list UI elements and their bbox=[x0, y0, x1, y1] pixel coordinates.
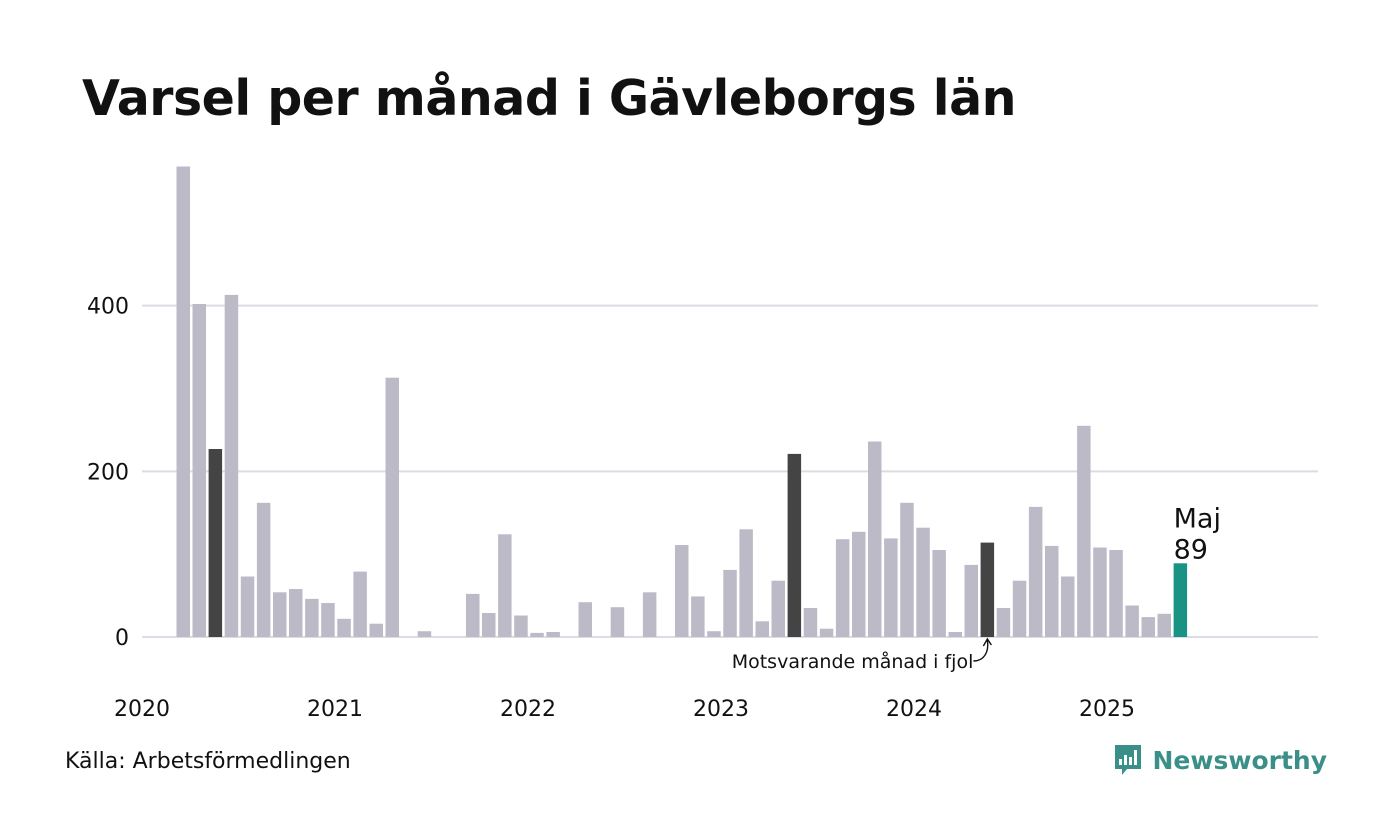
bar-2021-02 bbox=[353, 571, 367, 637]
bar-2022-02 bbox=[546, 632, 560, 637]
bar-2021-06 bbox=[417, 631, 432, 637]
bar-2024-06 bbox=[996, 608, 1011, 637]
x-tick-label: 2022 bbox=[500, 697, 556, 722]
bars bbox=[176, 166, 1188, 637]
bar-2020-11 bbox=[305, 598, 319, 637]
brand-name: Newsworthy bbox=[1152, 745, 1328, 775]
bar-2024-01 bbox=[916, 527, 930, 637]
bar-2020-12 bbox=[321, 603, 335, 637]
x-axis-ticks: 2020 2021 2022 2023 2024 2025 bbox=[114, 697, 1135, 722]
bar-2022-11 bbox=[691, 596, 705, 637]
bar-2022-01 bbox=[530, 632, 544, 637]
bar-2020-06 bbox=[224, 294, 239, 637]
bar-2025-01 bbox=[1109, 550, 1123, 637]
bar-2025-05 bbox=[1173, 563, 1188, 637]
bar-2024-02 bbox=[932, 550, 946, 637]
x-tick-label: 2020 bbox=[114, 697, 170, 722]
bar-2024-12 bbox=[1093, 547, 1107, 637]
bar-2025-04 bbox=[1157, 613, 1171, 637]
bar-2022-10 bbox=[675, 545, 689, 637]
bar-2024-10 bbox=[1061, 576, 1075, 637]
newsworthy-logo-icon bbox=[1114, 745, 1141, 775]
bar-2024-11 bbox=[1077, 425, 1091, 637]
highlight-value-label: 89 bbox=[1174, 534, 1208, 565]
bar-2024-03 bbox=[948, 632, 962, 637]
bar-2020-09 bbox=[273, 592, 287, 637]
bar-2023-06 bbox=[803, 608, 818, 637]
bar-2020-10 bbox=[289, 589, 303, 637]
bar-2021-01 bbox=[337, 618, 351, 637]
bar-2023-01 bbox=[723, 569, 737, 637]
bar-2021-12 bbox=[514, 615, 528, 637]
bar-2023-07 bbox=[819, 628, 834, 637]
annotation-label: Motsvarande månad i fjol bbox=[732, 650, 974, 673]
chart-title: Varsel per månad i Gävleborgs län bbox=[82, 70, 1017, 127]
bar-2023-04 bbox=[771, 580, 785, 637]
brand-logo: Newsworthy bbox=[1113, 743, 1328, 777]
x-tick-label: 2024 bbox=[886, 697, 942, 722]
x-tick-label: 2023 bbox=[693, 697, 749, 722]
bar-2020-05 bbox=[208, 449, 223, 637]
highlight-month-label: Maj bbox=[1174, 503, 1221, 534]
y-tick-label: 200 bbox=[87, 460, 129, 485]
x-tick-label: 2025 bbox=[1079, 697, 1135, 722]
bar-2022-12 bbox=[707, 631, 721, 637]
bar-2025-02 bbox=[1125, 605, 1139, 637]
bar-2020-08 bbox=[256, 502, 271, 637]
bar-2023-08 bbox=[835, 539, 850, 637]
bar-2021-11 bbox=[498, 534, 512, 637]
bar-2021-10 bbox=[482, 613, 496, 637]
bar-2021-03 bbox=[369, 623, 383, 637]
bar-2020-07 bbox=[240, 576, 255, 637]
x-tick-label: 2021 bbox=[307, 697, 363, 722]
bar-2021-04 bbox=[385, 377, 399, 637]
bar-2023-09 bbox=[852, 531, 866, 637]
annotation-arrow bbox=[973, 637, 992, 662]
bar-2020-03 bbox=[176, 166, 190, 637]
y-tick-label: 0 bbox=[115, 626, 129, 651]
bar-2023-11 bbox=[884, 538, 898, 637]
bar-2024-07 bbox=[1012, 580, 1027, 637]
bar-2024-04 bbox=[964, 564, 978, 637]
bar-2023-03 bbox=[755, 621, 769, 637]
y-tick-label: 400 bbox=[87, 295, 129, 320]
bar-2021-09 bbox=[466, 593, 480, 637]
bar-2023-12 bbox=[900, 502, 914, 637]
bar-2023-05 bbox=[787, 453, 802, 637]
y-axis-ticks: 0 200 400 bbox=[87, 295, 129, 651]
bar-2024-09 bbox=[1045, 545, 1059, 637]
bar-2022-04 bbox=[578, 602, 592, 637]
bar-2023-10 bbox=[868, 441, 882, 637]
bar-2023-02 bbox=[739, 529, 753, 637]
bar-2024-05 bbox=[980, 542, 995, 637]
source-note: Källa: Arbetsförmedlingen bbox=[65, 749, 351, 774]
bar-2024-08 bbox=[1028, 506, 1043, 637]
bar-2025-03 bbox=[1141, 617, 1155, 637]
bar-2020-04 bbox=[192, 304, 206, 637]
bar-2022-08 bbox=[642, 592, 657, 637]
bar-2022-06 bbox=[610, 607, 625, 637]
